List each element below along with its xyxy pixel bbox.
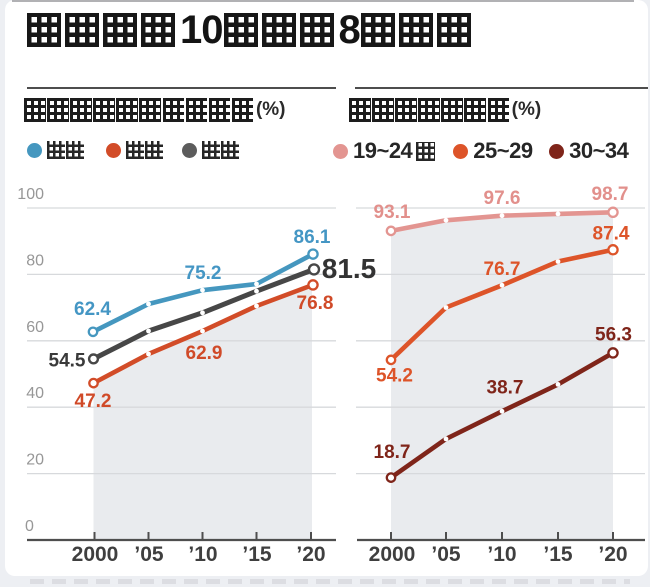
- svg-text:2000: 2000: [369, 543, 416, 566]
- svg-text:60: 60: [26, 319, 44, 336]
- svg-text:76.7: 76.7: [484, 259, 521, 280]
- svg-text:87.4: 87.4: [593, 224, 630, 245]
- svg-text:2000: 2000: [72, 543, 119, 566]
- svg-text:97.6: 97.6: [484, 188, 521, 209]
- svg-text:’20: ’20: [296, 543, 325, 566]
- svg-text:81.5: 81.5: [322, 253, 377, 284]
- svg-text:54.2: 54.2: [376, 366, 413, 387]
- svg-text:86.1: 86.1: [294, 227, 331, 248]
- svg-text:18.7: 18.7: [374, 442, 411, 463]
- svg-text:20: 20: [26, 452, 44, 469]
- svg-text:’05: ’05: [134, 543, 164, 566]
- svg-text:’20: ’20: [598, 543, 627, 566]
- svg-text:’15: ’15: [242, 543, 272, 566]
- svg-text:40: 40: [26, 385, 44, 402]
- svg-text:’10: ’10: [487, 543, 516, 566]
- svg-text:47.2: 47.2: [75, 391, 112, 412]
- svg-text:93.1: 93.1: [374, 202, 411, 223]
- svg-text:38.7: 38.7: [487, 378, 524, 399]
- svg-text:’10: ’10: [188, 543, 217, 566]
- svg-text:0: 0: [25, 518, 34, 535]
- svg-text:75.2: 75.2: [185, 263, 222, 284]
- svg-text:100: 100: [17, 186, 44, 203]
- svg-text:56.3: 56.3: [595, 325, 632, 346]
- svg-text:54.5: 54.5: [49, 351, 86, 372]
- svg-text:76.8: 76.8: [297, 293, 334, 314]
- svg-text:80: 80: [26, 252, 44, 269]
- svg-text:98.7: 98.7: [592, 184, 629, 205]
- svg-text:62.9: 62.9: [186, 343, 223, 364]
- svg-text:’15: ’15: [543, 543, 573, 566]
- svg-text:’05: ’05: [431, 543, 461, 566]
- svg-text:62.4: 62.4: [74, 299, 111, 320]
